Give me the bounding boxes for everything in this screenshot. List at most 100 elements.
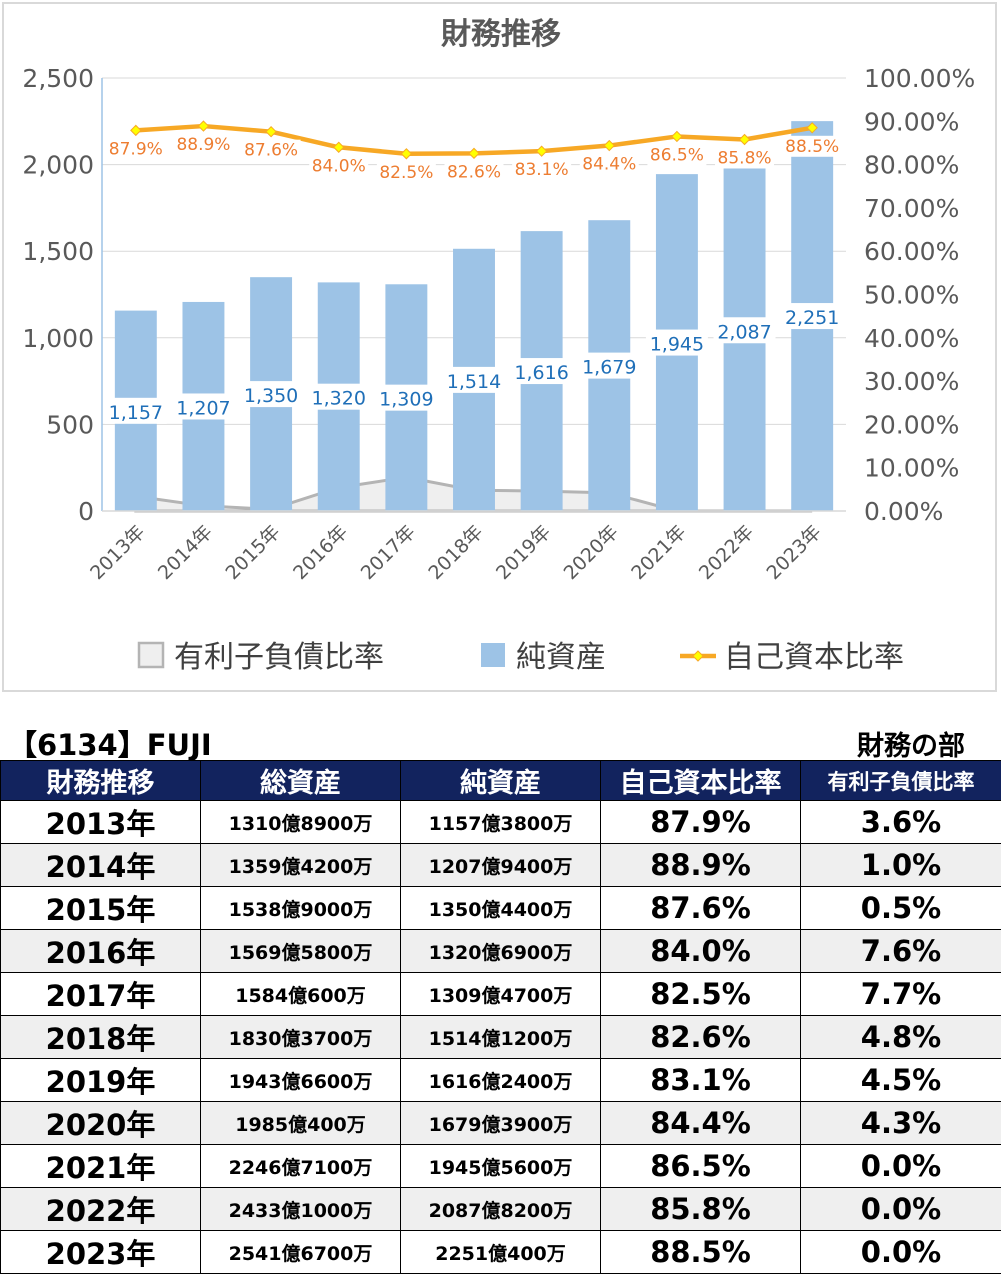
cell-equity-ratio: 82.6%: [601, 1016, 801, 1059]
header-equity-ratio: 自己資本比率: [601, 761, 801, 801]
y-right-tick-label: 30.00%: [864, 367, 959, 396]
table-header-row: 財務推移 総資産 純資産 自己資本比率 有利子負債比率: [1, 761, 1001, 801]
x-tick-label: 2023年: [763, 521, 826, 584]
table-row: 2016年 1569億5800万 1320億6900万 84.0% 7.6%: [1, 930, 1001, 973]
table-row: 2021年 2246億7100万 1945億5600万 86.5% 0.0%: [1, 1145, 1001, 1188]
cell-equity-ratio: 84.4%: [601, 1102, 801, 1145]
y-left-tick-label: 2,000: [22, 151, 94, 180]
equity-ratio-label: 87.6%: [244, 141, 298, 161]
y-right-tick-label: 10.00%: [864, 454, 959, 483]
cell-year: 2014年: [1, 844, 201, 887]
cell-debt-ratio: 0.0%: [801, 1145, 1001, 1188]
cell-net-assets: 2251億400万: [401, 1231, 601, 1274]
y-right-tick-label: 100.00%: [864, 64, 975, 93]
cell-net-assets: 1679億3900万: [401, 1102, 601, 1145]
legend-marker-equity: [693, 651, 703, 661]
y-right-tick-label: 70.00%: [864, 194, 959, 223]
table-row: 2013年 1310億8900万 1157億3800万 87.9% 3.6%: [1, 801, 1001, 844]
cell-year: 2022年: [1, 1188, 201, 1231]
equity-ratio-label: 86.5%: [650, 145, 704, 165]
equity-ratio-label: 84.0%: [312, 156, 366, 176]
cell-total-assets: 1310億8900万: [201, 801, 401, 844]
x-tick-label: 2020年: [560, 521, 623, 584]
legend-label-equity: 自己資本比率: [724, 640, 904, 675]
cell-equity-ratio: 83.1%: [601, 1059, 801, 1102]
net-assets-label: 1,207: [176, 397, 230, 419]
x-tick-label: 2013年: [86, 521, 149, 584]
financial-table: 財務推移 総資産 純資産 自己資本比率 有利子負債比率 2013年 1310億8…: [0, 760, 1001, 1274]
legend-label-net-assets: 純資産: [516, 640, 606, 675]
cell-net-assets: 1309億4700万: [401, 973, 601, 1016]
net-assets-label: 1,309: [379, 389, 433, 411]
equity-ratio-marker: [537, 146, 547, 156]
cell-net-assets: 2087億8200万: [401, 1188, 601, 1231]
cell-debt-ratio: 3.6%: [801, 801, 1001, 844]
cell-total-assets: 1538億9000万: [201, 887, 401, 930]
cell-year: 2017年: [1, 973, 201, 1016]
cell-net-assets: 1350億4400万: [401, 887, 601, 930]
y-right-tick-label: 20.00%: [864, 410, 959, 439]
net-assets-label: 1,945: [650, 334, 704, 356]
cell-total-assets: 1985億400万: [201, 1102, 401, 1145]
table-row: 2020年 1985億400万 1679億3900万 84.4% 4.3%: [1, 1102, 1001, 1145]
x-tick-label: 2019年: [492, 521, 555, 584]
equity-ratio-label: 84.4%: [582, 155, 636, 175]
net-assets-label: 1,350: [244, 385, 298, 407]
net-assets-label: 1,157: [109, 402, 163, 424]
table-row: 2019年 1943億6600万 1616億2400万 83.1% 4.5%: [1, 1059, 1001, 1102]
net-assets-label: 1,679: [582, 357, 636, 379]
cell-debt-ratio: 4.5%: [801, 1059, 1001, 1102]
equity-ratio-label: 82.5%: [379, 163, 433, 183]
legend-swatch-debt: [139, 643, 163, 667]
financial-chart: 財務推移05001,0001,5002,0002,5000.00%10.00%2…: [4, 4, 999, 694]
header-debt-ratio: 有利子負債比率: [801, 761, 1001, 801]
x-tick-label: 2022年: [695, 521, 758, 584]
x-tick-label: 2018年: [424, 521, 487, 584]
cell-year: 2015年: [1, 887, 201, 930]
section-title: 財務の部: [857, 724, 965, 763]
cell-equity-ratio: 86.5%: [601, 1145, 801, 1188]
cell-year: 2013年: [1, 801, 201, 844]
cell-debt-ratio: 7.7%: [801, 973, 1001, 1016]
equity-ratio-marker: [672, 131, 682, 141]
cell-year: 2018年: [1, 1016, 201, 1059]
equity-ratio-label: 82.6%: [447, 162, 501, 182]
y-left-tick-label: 500: [46, 410, 94, 439]
table-row: 2022年 2433億1000万 2087億8200万 85.8% 0.0%: [1, 1188, 1001, 1231]
cell-total-assets: 2246億7100万: [201, 1145, 401, 1188]
cell-debt-ratio: 4.3%: [801, 1102, 1001, 1145]
y-left-tick-label: 0: [78, 497, 94, 526]
y-right-tick-label: 90.00%: [864, 107, 959, 136]
cell-equity-ratio: 82.5%: [601, 973, 801, 1016]
cell-equity-ratio: 87.9%: [601, 801, 801, 844]
cell-year: 2019年: [1, 1059, 201, 1102]
cell-debt-ratio: 1.0%: [801, 844, 1001, 887]
equity-ratio-marker: [604, 141, 614, 151]
equity-ratio-marker: [740, 134, 750, 144]
stock-title: 【6134】FUJI: [8, 722, 212, 764]
cell-equity-ratio: 84.0%: [601, 930, 801, 973]
y-right-tick-label: 40.00%: [864, 324, 959, 353]
cell-equity-ratio: 85.8%: [601, 1188, 801, 1231]
y-right-tick-label: 60.00%: [864, 237, 959, 266]
cell-debt-ratio: 7.6%: [801, 930, 1001, 973]
equity-ratio-marker: [401, 149, 411, 159]
legend-label-debt: 有利子負債比率: [174, 640, 384, 675]
cell-total-assets: 2541億6700万: [201, 1231, 401, 1274]
equity-ratio-marker: [198, 121, 208, 131]
cell-debt-ratio: 0.5%: [801, 887, 1001, 930]
equity-ratio-label: 83.1%: [515, 160, 569, 180]
cell-year: 2016年: [1, 930, 201, 973]
net-assets-label: 2,251: [785, 307, 839, 329]
cell-year: 2023年: [1, 1231, 201, 1274]
table-row: 2023年 2541億6700万 2251億400万 88.5% 0.0%: [1, 1231, 1001, 1274]
cell-total-assets: 1943億6600万: [201, 1059, 401, 1102]
header-period: 財務推移: [1, 761, 201, 801]
x-tick-label: 2017年: [357, 521, 420, 584]
equity-ratio-label: 88.5%: [785, 137, 839, 157]
net-assets-label: 1,320: [312, 388, 366, 410]
header-total-assets: 総資産: [201, 761, 401, 801]
cell-total-assets: 1359億4200万: [201, 844, 401, 887]
x-tick-label: 2016年: [289, 521, 352, 584]
